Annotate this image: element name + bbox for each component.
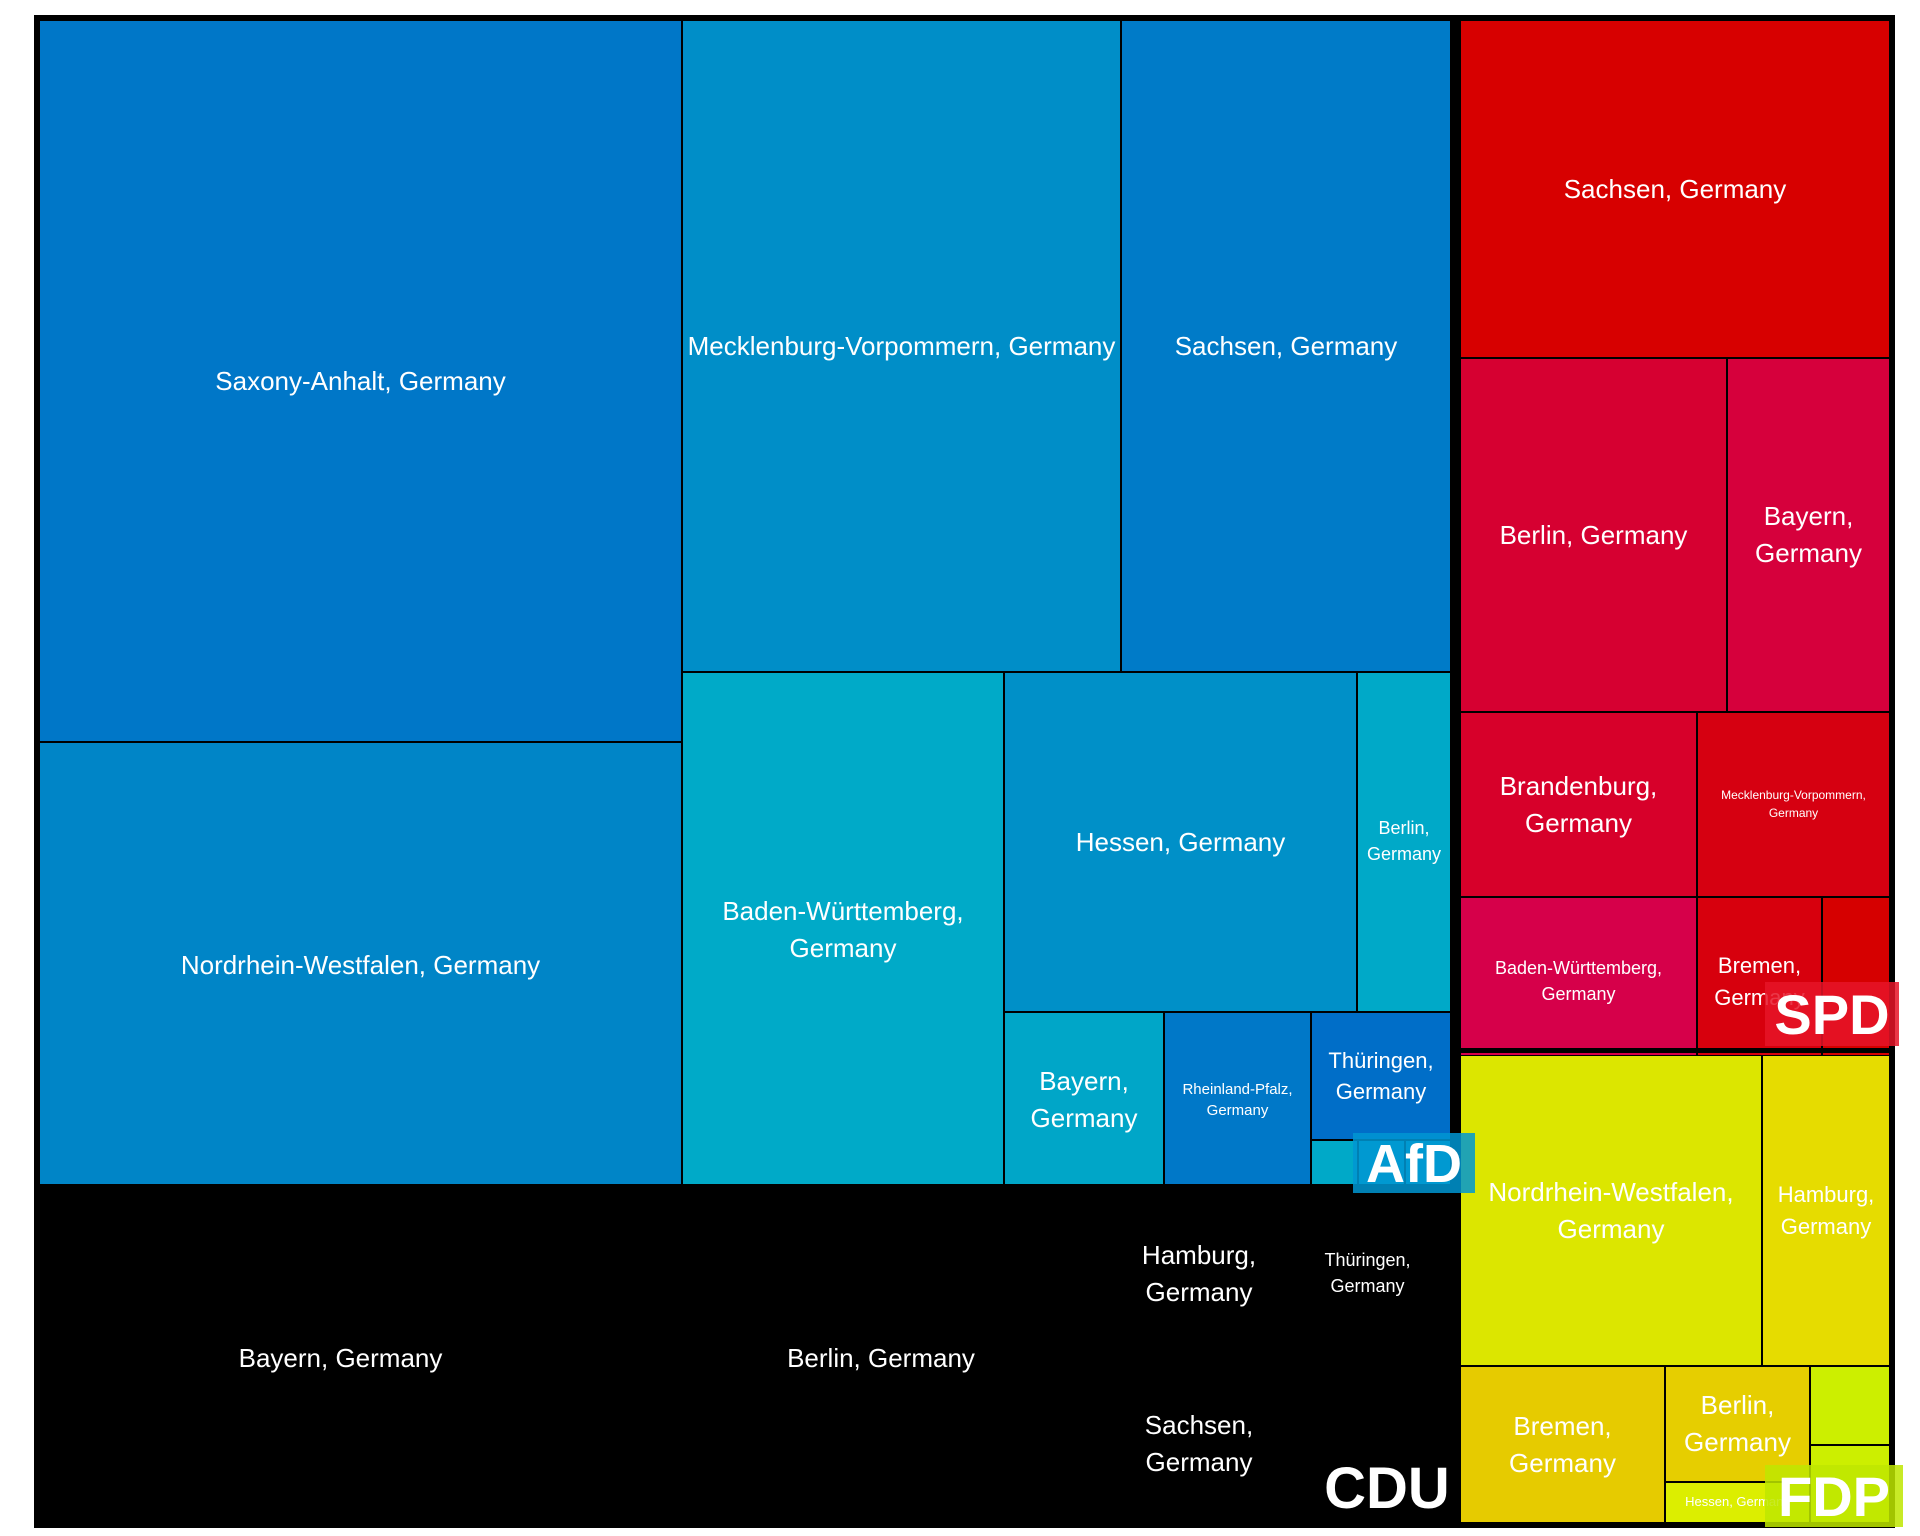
treemap-tile: Sachsen, Germany bbox=[1115, 1359, 1283, 1528]
treemap-tile: Sachsen, Germany bbox=[1121, 20, 1451, 672]
tile-label: Sachsen, Germany bbox=[1144, 1409, 1254, 1477]
tile-label: Berlin, Germany bbox=[1684, 1390, 1791, 1457]
tile-label: Berlin, Germany bbox=[787, 1343, 975, 1374]
treemap-tile: Baden-Württemberg, Germany bbox=[682, 672, 1004, 1188]
tile-label: Mecklenburg-Vorpommern, Germany bbox=[687, 330, 1116, 361]
tile-label: Thüringen, Germany bbox=[1324, 1250, 1411, 1296]
treemap-tile: Sachsen, Germany bbox=[1460, 20, 1890, 358]
tile-label: Bayern, Germany bbox=[238, 1343, 443, 1374]
treemap-tile: Bremen, Germany bbox=[1460, 1366, 1665, 1523]
treemap-tile: Mecklenburg-Vorpommern, Germany bbox=[1697, 712, 1890, 897]
treemap-tile: Bayern, Germany bbox=[34, 1189, 647, 1528]
treemap-tile: Thüringen, Germany bbox=[1283, 1189, 1452, 1359]
tile-label: Berlin, Germany bbox=[1366, 818, 1442, 864]
tile-label: Rheinland-Pfalz, Germany bbox=[1182, 1080, 1293, 1119]
treemap-tile: Bayern, Germany bbox=[1004, 1012, 1164, 1188]
party-label-afd: AfD bbox=[1353, 1133, 1475, 1193]
treemap-tile: Saxony-Anhalt, Germany bbox=[39, 20, 682, 742]
treemap-tile: Thüringen, Germany bbox=[1311, 1012, 1451, 1140]
treemap-tile: Berlin, Germany bbox=[1665, 1366, 1810, 1482]
tile-label: Bremen, Germany bbox=[1509, 1410, 1616, 1478]
treemap-tile: Hessen, Germany bbox=[1004, 672, 1357, 1012]
tile-label: Baden-Württemberg, Germany bbox=[1494, 957, 1663, 1004]
party-label-fdp: FDP bbox=[1765, 1465, 1903, 1527]
treemap-tile: Nordrhein-Westfalen, Germany bbox=[1460, 1055, 1762, 1366]
treemap-tile: Berlin, Germany bbox=[1460, 358, 1727, 712]
tile-label: Hessen, Germany bbox=[1075, 826, 1286, 857]
party-label-spd: SPD bbox=[1765, 982, 1899, 1046]
tile-label: Bayern, Germany bbox=[1755, 501, 1862, 568]
treemap-tile: Hamburg, Germany bbox=[1762, 1055, 1890, 1366]
treemap-tile: Baden-Württemberg, Germany bbox=[1460, 897, 1697, 1066]
tile-label: Mecklenburg-Vorpommern, Germany bbox=[1721, 788, 1866, 820]
tile-label: Sachsen, Germany bbox=[1174, 330, 1398, 361]
tile-label: Hamburg, Germany bbox=[1777, 1182, 1875, 1239]
treemap-tile: Rheinland-Pfalz, Germany bbox=[1164, 1012, 1311, 1188]
tile-label: Bayern, Germany bbox=[1030, 1066, 1138, 1133]
group-divider bbox=[34, 1184, 1455, 1189]
treemap-tile: Bayern, Germany bbox=[1727, 358, 1890, 712]
treemap-tile: Berlin, Germany bbox=[647, 1189, 1115, 1528]
tile-label: Sachsen, Germany bbox=[1563, 173, 1787, 204]
tile-label: Baden-Württemberg, Germany bbox=[722, 896, 964, 963]
treemap-tile: Berlin, Germany bbox=[1357, 672, 1451, 1012]
treemap-tile: Hamburg, Germany bbox=[1115, 1189, 1283, 1359]
tile-label: Hessen, Germany bbox=[1685, 1494, 1790, 1510]
tile-label: Brandenburg, Germany bbox=[1499, 770, 1658, 838]
treemap-tile: Nordrhein-Westfalen, Germany bbox=[39, 742, 682, 1188]
tile-label: Berlin, Germany bbox=[1499, 519, 1688, 550]
tile-label: Hamburg, Germany bbox=[1141, 1240, 1257, 1307]
treemap-tile: Brandenburg, Germany bbox=[1460, 712, 1697, 897]
party-label-cdu: CDU bbox=[1324, 1456, 1450, 1521]
tile-label: Thüringen, Germany bbox=[1328, 1047, 1434, 1104]
group-divider bbox=[1455, 1048, 1895, 1053]
treemap-tile: Mecklenburg-Vorpommern, Germany bbox=[682, 20, 1121, 672]
tile-label: Saxony-Anhalt, Germany bbox=[215, 365, 506, 396]
treemap-tile bbox=[1311, 1140, 1358, 1188]
treemap-tile bbox=[1810, 1366, 1890, 1445]
tile-label: Nordrhein-Westfalen, Germany bbox=[180, 949, 541, 980]
group-divider bbox=[1455, 15, 1460, 1528]
treemap-chart: Saxony-Anhalt, Germany Nordrhein-Westfale… bbox=[34, 15, 1903, 1528]
tile-label: Nordrhein-Westfalen, Germany bbox=[1488, 1176, 1734, 1244]
